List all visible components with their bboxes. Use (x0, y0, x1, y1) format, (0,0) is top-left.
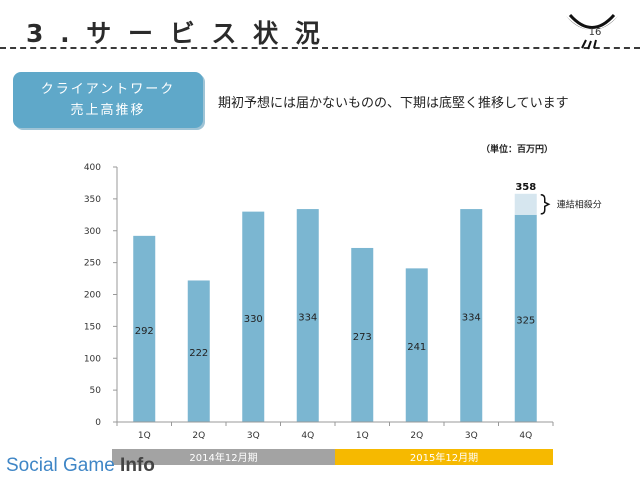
bar-value-label: 273 (353, 332, 372, 343)
bar (187, 280, 210, 422)
bar-value-label: 241 (407, 342, 426, 353)
brand-text: Social Game (6, 455, 121, 476)
x-tick-label: 1Q (356, 431, 369, 441)
y-tick-label: 300 (84, 227, 101, 237)
y-tick-label: 400 (84, 163, 101, 173)
bar (133, 235, 156, 422)
brace-icon (540, 194, 551, 215)
bar-chart: （単位：百万円） 0 50 100 150 200 250 300 350 400 292 222… (84, 143, 602, 465)
x-tick-label: 4Q (301, 431, 314, 441)
bar-value-label: 325 (516, 315, 535, 326)
y-tick-label: 150 (84, 322, 101, 332)
bar (296, 209, 319, 422)
bar (514, 214, 537, 422)
bar-value-label: 292 (135, 326, 154, 337)
section-label: クライアントワーク 売上高推移 (13, 72, 203, 128)
brand-text-bold: Info (120, 455, 155, 476)
boat-logo-icon (566, 13, 618, 50)
bar-total-label: 358 (515, 182, 536, 193)
x-tick-label: 3Q (465, 431, 478, 441)
chart-subtitle: 期初予想には届かないものの、下期は底堅く推移しています (218, 96, 569, 111)
page-number: 16 (588, 27, 602, 38)
x-tick-label: 1Q (138, 431, 151, 441)
brand-watermark: Social Game Info (6, 455, 155, 477)
y-tick-label: 200 (84, 291, 101, 301)
annotation-label: 連結相殺分 (557, 198, 602, 210)
period-band (112, 449, 335, 465)
unit-label: （単位：百万円） (481, 143, 553, 155)
period-label: 2014年12月期 (189, 451, 257, 464)
bar (351, 247, 374, 422)
y-tick-label: 50 (90, 386, 102, 396)
y-tick-label: 100 (84, 354, 101, 364)
period-band (335, 449, 553, 465)
bar-value-label: 334 (462, 313, 481, 324)
y-tick-label: 250 (84, 259, 101, 269)
x-tick-label: 2Q (410, 431, 423, 441)
bar-extra-segment (514, 193, 537, 215)
bar-value-label: 330 (244, 314, 263, 325)
x-tick-label: 4Q (519, 431, 532, 441)
section-label-line2: 売上高推移 (70, 103, 146, 118)
bar-value-label: 334 (298, 313, 317, 324)
period-label: 2015年12月期 (410, 451, 478, 464)
x-tick-label: 3Q (247, 431, 260, 441)
x-tick-label: 2Q (192, 431, 205, 441)
y-tick-label: 350 (84, 195, 101, 205)
bar (242, 211, 265, 422)
bar-value-label: 222 (189, 348, 208, 359)
title-divider (0, 47, 640, 49)
y-tick-label: 0 (95, 418, 101, 428)
bar (460, 209, 483, 422)
page-title: 3 . サ ー ビ ス 状 況 (26, 19, 324, 48)
bar (405, 268, 428, 422)
section-label-line1: クライアントワーク (40, 82, 176, 97)
